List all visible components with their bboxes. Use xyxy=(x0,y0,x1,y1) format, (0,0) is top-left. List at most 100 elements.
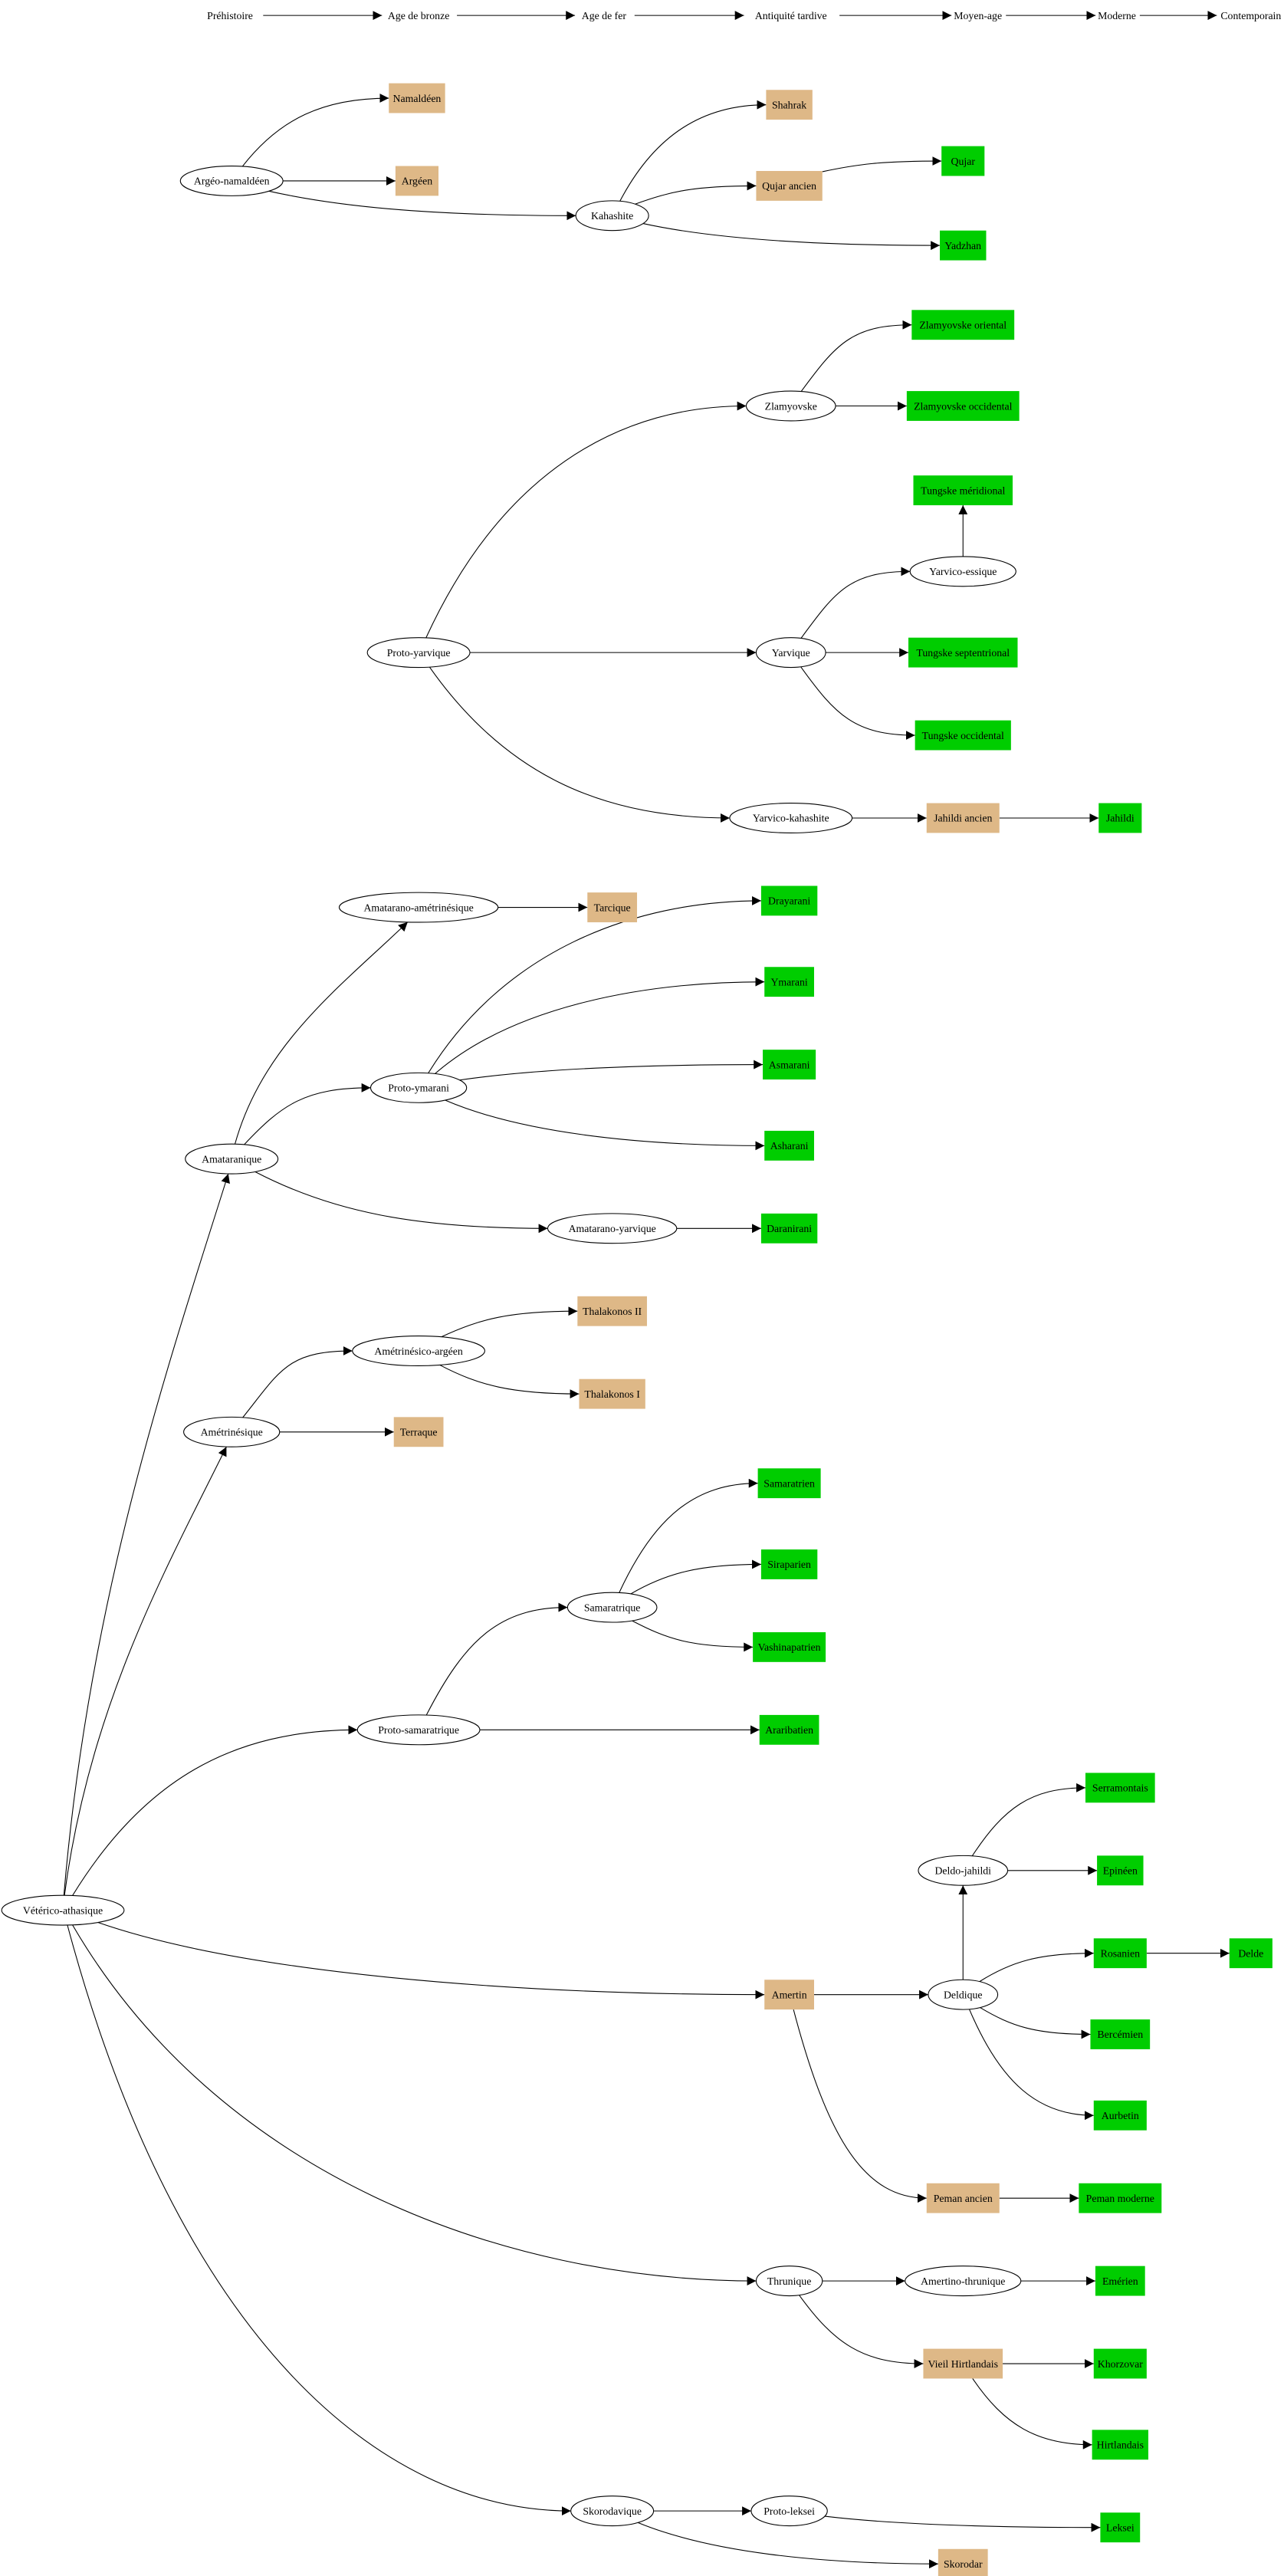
node-ellipse xyxy=(356,1714,481,1746)
node-label: Kahashite xyxy=(591,210,633,222)
node-box-ancient xyxy=(389,83,445,113)
node-bercemien: Bercémien xyxy=(1090,2019,1151,2049)
node-box-modern xyxy=(1093,2100,1147,2131)
node-ellipse xyxy=(909,556,1016,587)
node-label: Asharani xyxy=(770,1140,809,1152)
node-box-modern xyxy=(1100,2512,1141,2543)
node-label: Asmarani xyxy=(769,1059,810,1070)
node-label: Qujar xyxy=(951,156,976,167)
node-label: Serramontais xyxy=(1092,1783,1148,1794)
node-label: Proto-leksei xyxy=(764,2505,815,2517)
node-box-ancient xyxy=(393,1417,444,1447)
node-label: Deldo-jahildi xyxy=(934,1865,991,1877)
node-label: Thalakonos I xyxy=(584,1388,640,1400)
node-label: Peman moderne xyxy=(1086,2193,1154,2204)
edge-veterico-to-thrunique xyxy=(72,1924,757,2286)
node-tungske_occ: Tungske occidental xyxy=(915,720,1011,751)
node-ellipse xyxy=(185,1143,279,1175)
node-ellipse xyxy=(352,1336,485,1366)
node-araribatien: Araribatien xyxy=(759,1714,819,1745)
timeline-period: Age de bronze xyxy=(388,10,449,21)
node-box-ancient xyxy=(926,803,1000,833)
node-label: Araribatien xyxy=(765,1724,813,1736)
node-label: Epinéen xyxy=(1103,1865,1138,1877)
node-box-ancient xyxy=(756,171,823,201)
node-skorodavique: Skorodavique xyxy=(570,2496,655,2527)
edge-ametr_argeen-to-thalakonos2 xyxy=(441,1306,578,1338)
node-ellipse xyxy=(905,2266,1022,2297)
node-box-modern xyxy=(1085,1773,1155,1803)
node-box-modern xyxy=(1095,2266,1145,2296)
node-box-modern xyxy=(1229,1938,1273,1969)
node-box-modern xyxy=(1092,2430,1149,2460)
node-terraque: Terraque xyxy=(393,1417,444,1447)
edge-amertin-to-peman_ancien xyxy=(793,2009,927,2203)
node-box-modern xyxy=(1093,1938,1147,1969)
node-label: Amatarano-amétrinésique xyxy=(363,902,473,913)
node-label: Delde xyxy=(1238,1947,1263,1959)
node-ellipse xyxy=(570,2496,655,2527)
edge-ametr_argeen-to-thalakonos1 xyxy=(439,1364,580,1399)
edge-amataranique-to-proto_ymarani xyxy=(244,1083,371,1145)
node-peman_ancien: Peman ancien xyxy=(926,2183,1000,2213)
node-label: Amétrinésico-argéen xyxy=(374,1346,463,1357)
edge-qujar_ancien-to-qujar xyxy=(822,156,942,172)
node-tungske_mer: Tungske méridional xyxy=(913,475,1013,506)
node-amat_ametr: Amatarano-amétrinésique xyxy=(338,892,499,923)
node-label: Tungske occidental xyxy=(922,730,1004,741)
node-box-modern xyxy=(1079,2183,1162,2213)
node-label: Siraparien xyxy=(767,1559,811,1570)
node-box-modern xyxy=(908,637,1018,668)
node-yarvique: Yarvique xyxy=(755,637,826,669)
node-label: Samaratrique xyxy=(584,1602,641,1613)
node-label: Yarvico-essique xyxy=(929,566,997,577)
node-label: Peman ancien xyxy=(934,2193,993,2204)
node-yarvico_kah: Yarvico-kahashite xyxy=(729,803,853,833)
node-label: Tungske méridional xyxy=(921,485,1005,496)
node-label: Samaratrien xyxy=(764,1477,815,1489)
node-label: Ymarani xyxy=(770,976,807,987)
edge-veterico-to-skorodavique xyxy=(67,1924,571,2516)
node-label: Leksei xyxy=(1106,2522,1135,2533)
node-samaratrien: Samaratrien xyxy=(757,1468,821,1499)
node-label: Rosanien xyxy=(1101,1947,1140,1959)
node-label: Argéen xyxy=(402,176,432,187)
node-yadzhan: Yadzhan xyxy=(940,230,987,261)
node-label: Thrunique xyxy=(767,2275,811,2287)
node-zl_oriental: Zlamyovske oriental xyxy=(911,310,1015,340)
node-box-modern xyxy=(913,475,1013,506)
node-deldique: Deldique xyxy=(928,1979,999,2010)
node-box-ancient xyxy=(395,166,439,196)
edge-veterico-to-amertin xyxy=(97,1922,765,1999)
node-label: Argéo-namaldéen xyxy=(194,176,270,187)
node-asmarani: Asmarani xyxy=(763,1050,816,1080)
edge-ametrinesique-to-ametr_argeen xyxy=(242,1346,353,1418)
node-asharani: Asharani xyxy=(764,1130,814,1161)
node-box-modern xyxy=(940,230,987,261)
node-peman_moderne: Peman moderne xyxy=(1079,2183,1162,2213)
node-amataranique: Amataranique xyxy=(185,1143,279,1175)
node-zl_occidental: Zlamyovske occidental xyxy=(906,391,1020,421)
node-label: Vashinapatrien xyxy=(758,1641,821,1653)
node-box-modern xyxy=(1097,1855,1144,1886)
node-label: Daranirani xyxy=(767,1223,812,1234)
edge-argeo-to-namaldeen xyxy=(241,94,389,167)
node-proto_leksei: Proto-leksei xyxy=(750,2496,828,2527)
node-label: Jahildi ancien xyxy=(934,813,992,824)
node-veterico: Vétérico-athasique xyxy=(1,1894,125,1926)
node-leksei: Leksei xyxy=(1100,2512,1141,2543)
node-label: Amatarano-yarvique xyxy=(569,1223,656,1234)
edge-veterico-to-proto_samaratrique xyxy=(72,1725,358,1896)
node-box-modern xyxy=(753,1631,826,1662)
node-rosanien: Rosanien xyxy=(1093,1938,1147,1969)
edge-proto_ymarani-to-ymarani xyxy=(435,977,765,1074)
node-box-modern xyxy=(911,310,1015,340)
node-ellipse xyxy=(745,390,836,422)
edge-amataranique-to-amat_yarvique xyxy=(255,1171,548,1234)
node-argeo: Argéo-namaldéen xyxy=(179,165,284,196)
node-ellipse xyxy=(369,1072,468,1103)
node-label: Thalakonos II xyxy=(583,1306,642,1317)
edge-zlamyovske-to-zl_oriental xyxy=(800,320,912,392)
edge-yarvique-to-tungske_occ xyxy=(800,666,915,740)
